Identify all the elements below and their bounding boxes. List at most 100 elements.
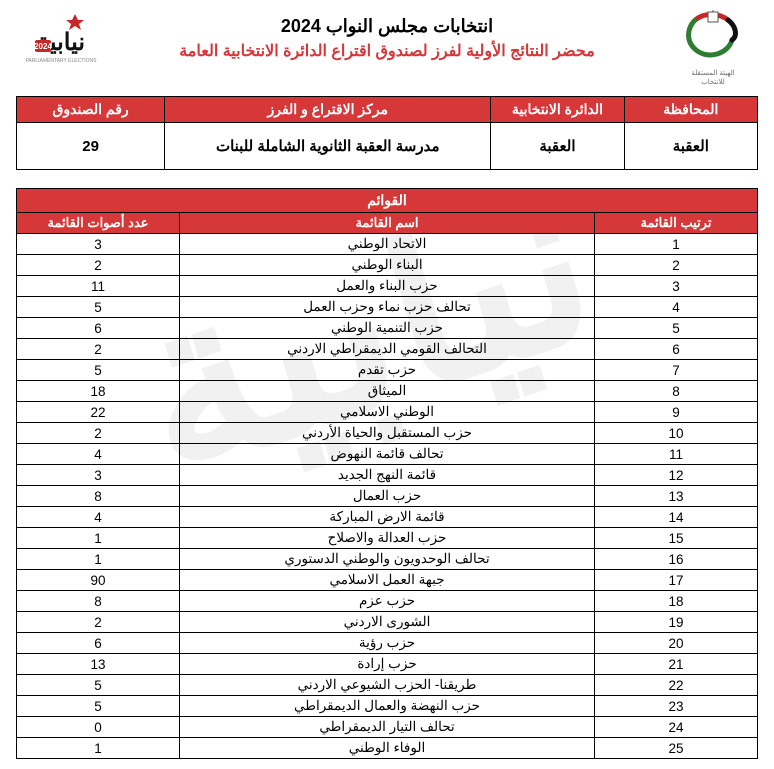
info-header-governorate: المحافظة	[624, 97, 757, 123]
info-header-box: رقم الصندوق	[17, 97, 165, 123]
cell-name: حزب النهضة والعمال الديمقراطي	[180, 696, 595, 717]
cell-rank: 4	[594, 297, 757, 318]
cell-rank: 14	[594, 507, 757, 528]
cell-votes: 3	[17, 234, 180, 255]
iec-text-icon: الهيئة المستقلة للانتخاب	[673, 66, 753, 88]
svg-text:PARLIAMENTARY ELECTIONS: PARLIAMENTARY ELECTIONS	[25, 58, 97, 64]
cell-rank: 8	[594, 381, 757, 402]
info-value-center: مدرسة العقبة الثانوية الشاملة للبنات	[165, 123, 491, 170]
cell-votes: 5	[17, 297, 180, 318]
table-row: 2البناء الوطني2	[17, 255, 758, 276]
cell-votes: 11	[17, 276, 180, 297]
cell-name: حزب إرادة	[180, 654, 595, 675]
page-title: انتخابات مجلس النواب 2024	[106, 16, 668, 37]
cell-rank: 10	[594, 423, 757, 444]
lists-header-rank: ترتيب القائمة	[594, 213, 757, 234]
table-row: 6التحالف القومي الديمقراطي الاردني2	[17, 339, 758, 360]
info-value-district: العقبة	[491, 123, 624, 170]
cell-name: التحالف القومي الديمقراطي الاردني	[180, 339, 595, 360]
table-row: 22طريقنا- الحزب الشيوعي الاردني5	[17, 675, 758, 696]
cell-rank: 11	[594, 444, 757, 465]
cell-votes: 1	[17, 549, 180, 570]
cell-name: تحالف التيار الديمقراطي	[180, 717, 595, 738]
lists-header-row: ترتيب القائمة اسم القائمة عدد أصوات القا…	[17, 213, 758, 234]
table-row: 19الشورى الاردني2	[17, 612, 758, 633]
cell-votes: 18	[17, 381, 180, 402]
cell-votes: 13	[17, 654, 180, 675]
svg-text:للانتخاب: للانتخاب	[701, 78, 725, 86]
cell-votes: 8	[17, 591, 180, 612]
cell-rank: 19	[594, 612, 757, 633]
table-row: 1الاتحاد الوطني3	[17, 234, 758, 255]
lists-section-title: القوائم	[17, 189, 758, 213]
logo-left: نيابية 2024 PARLIAMENTARY ELECTIONS	[16, 10, 106, 70]
cell-name: البناء الوطني	[180, 255, 595, 276]
cell-rank: 23	[594, 696, 757, 717]
cell-rank: 6	[594, 339, 757, 360]
elections-logo-icon: نيابية 2024 PARLIAMENTARY ELECTIONS	[21, 10, 101, 70]
lists-header-name: اسم القائمة	[180, 213, 595, 234]
cell-rank: 13	[594, 486, 757, 507]
cell-name: قائمة الارض المباركة	[180, 507, 595, 528]
svg-text:الهيئة المستقلة: الهيئة المستقلة	[691, 69, 734, 77]
cell-votes: 6	[17, 633, 180, 654]
table-row: 16تحالف الوحدويون والوطني الدستوري1	[17, 549, 758, 570]
cell-name: قائمة النهج الجديد	[180, 465, 595, 486]
info-table: المحافظة الدائرة الانتخابية مركز الاقترا…	[16, 96, 758, 170]
table-row: 4تحالف حزب نماء وحزب العمل5	[17, 297, 758, 318]
cell-name: حزب البناء والعمل	[180, 276, 595, 297]
info-header-district: الدائرة الانتخابية	[491, 97, 624, 123]
table-row: 24تحالف التيار الديمقراطي0	[17, 717, 758, 738]
cell-rank: 12	[594, 465, 757, 486]
cell-votes: 6	[17, 318, 180, 339]
table-row: 14قائمة الارض المباركة4	[17, 507, 758, 528]
cell-rank: 7	[594, 360, 757, 381]
cell-rank: 2	[594, 255, 757, 276]
cell-votes: 4	[17, 507, 180, 528]
table-row: 3حزب البناء والعمل11	[17, 276, 758, 297]
cell-votes: 0	[17, 717, 180, 738]
cell-name: الميثاق	[180, 381, 595, 402]
cell-rank: 5	[594, 318, 757, 339]
cell-rank: 15	[594, 528, 757, 549]
table-row: 25الوفاء الوطني1	[17, 738, 758, 759]
cell-rank: 20	[594, 633, 757, 654]
cell-name: الشورى الاردني	[180, 612, 595, 633]
cell-name: الوفاء الوطني	[180, 738, 595, 759]
cell-votes: 4	[17, 444, 180, 465]
cell-name: تحالف الوحدويون والوطني الدستوري	[180, 549, 595, 570]
cell-name: حزب رؤية	[180, 633, 595, 654]
table-row: 17جبهة العمل الاسلامي90	[17, 570, 758, 591]
svg-text:2024: 2024	[34, 42, 52, 51]
table-row: 23حزب النهضة والعمال الديمقراطي5	[17, 696, 758, 717]
table-row: 5حزب التنمية الوطني6	[17, 318, 758, 339]
cell-rank: 25	[594, 738, 757, 759]
cell-rank: 3	[594, 276, 757, 297]
info-header-center: مركز الاقتراع و الفرز	[165, 97, 491, 123]
cell-votes: 90	[17, 570, 180, 591]
cell-votes: 22	[17, 402, 180, 423]
table-row: 9الوطني الاسلامي22	[17, 402, 758, 423]
info-value-governorate: العقبة	[624, 123, 757, 170]
info-value-row: العقبة العقبة مدرسة العقبة الثانوية الشا…	[17, 123, 758, 170]
cell-rank: 24	[594, 717, 757, 738]
table-row: 18حزب عزم8	[17, 591, 758, 612]
cell-rank: 9	[594, 402, 757, 423]
table-row: 13حزب العمال8	[17, 486, 758, 507]
table-row: 7حزب تقدم5	[17, 360, 758, 381]
table-row: 10حزب المستقبل والحياة الأردني2	[17, 423, 758, 444]
cell-votes: 5	[17, 675, 180, 696]
cell-name: طريقنا- الحزب الشيوعي الاردني	[180, 675, 595, 696]
cell-rank: 22	[594, 675, 757, 696]
cell-rank: 16	[594, 549, 757, 570]
cell-name: حزب العمال	[180, 486, 595, 507]
cell-votes: 3	[17, 465, 180, 486]
cell-rank: 21	[594, 654, 757, 675]
cell-rank: 17	[594, 570, 757, 591]
table-row: 15حزب العدالة والاصلاح1	[17, 528, 758, 549]
cell-name: تحالف قائمة النهوض	[180, 444, 595, 465]
cell-name: الوطني الاسلامي	[180, 402, 595, 423]
logo-right: الهيئة المستقلة للانتخاب	[668, 10, 758, 88]
cell-votes: 8	[17, 486, 180, 507]
lists-table: القوائم ترتيب القائمة اسم القائمة عدد أص…	[16, 188, 758, 759]
